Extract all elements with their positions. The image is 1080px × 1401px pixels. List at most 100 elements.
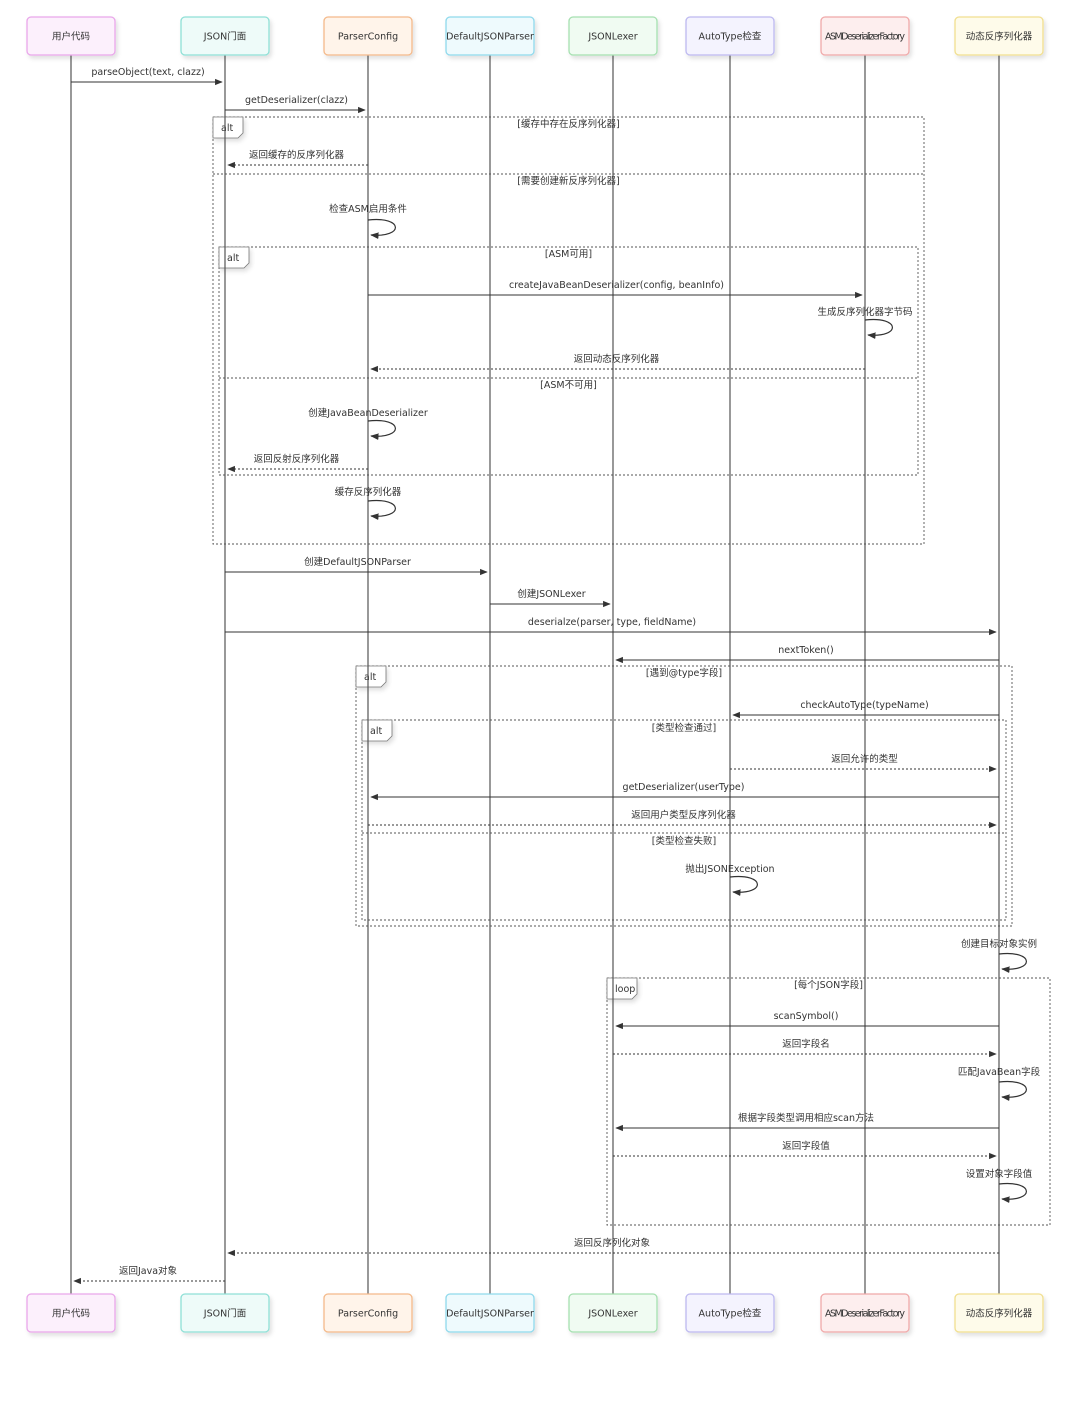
call-message: createJavaBeanDeserializer(config, beanI… xyxy=(368,280,863,299)
message-label: 返回反序列化对象 xyxy=(574,1237,651,1249)
message-label: 创建目标对象实例 xyxy=(961,938,1037,950)
message-label: 返回字段名 xyxy=(782,1038,830,1050)
call-message: 创建JSONLexer xyxy=(490,588,611,608)
frame-condition-label: [遇到@type字段] xyxy=(646,667,722,679)
participant-box-bottom[interactable]: JSON门面 xyxy=(180,1293,270,1333)
frame-tab xyxy=(355,665,387,688)
participant-name: JSON门面 xyxy=(203,1308,246,1320)
participant-box-bottom[interactable]: AutoType检查 xyxy=(685,1293,775,1333)
message-label: 创建JSONLexer xyxy=(517,588,585,600)
call-message: deserialze(parser, type, fieldName) xyxy=(225,617,997,636)
call-message: getDeserializer(clazz) xyxy=(225,95,366,114)
return-message: 返回用户类型反序列化器 xyxy=(368,809,997,829)
return-message: 返回反序列化对象 xyxy=(227,1237,999,1257)
self-message: 抛出JSONException xyxy=(685,863,775,897)
self-message: 生成反序列化器字节码 xyxy=(817,306,913,340)
message-label: createJavaBeanDeserializer(config, beanI… xyxy=(509,280,724,291)
message-label: 缓存反序列化器 xyxy=(335,486,402,498)
alt-frame: alt [缓存中存在反序列化器] [需要创建新反序列化器] xyxy=(212,116,925,545)
return-message: 返回反射反序列化器 xyxy=(227,453,368,473)
frame-condition-label: [缓存中存在反序列化器] xyxy=(517,118,619,130)
frame-kind-label: alt xyxy=(221,123,233,134)
self-message: 设置对象字段值 xyxy=(966,1168,1033,1204)
message-label: 返回动态反序列化器 xyxy=(574,353,660,365)
frame-kind-label: loop xyxy=(615,984,635,995)
return-message: 返回Java对象 xyxy=(73,1265,225,1285)
message-label: 返回字段值 xyxy=(782,1140,830,1152)
participant-box-bottom[interactable]: ASMDeserializerFactory xyxy=(820,1293,910,1333)
return-message: 返回字段值 xyxy=(613,1140,997,1160)
message-label: getDeserializer(userType) xyxy=(623,782,745,793)
message-label: 返回Java对象 xyxy=(119,1265,178,1277)
message-label: 根据字段类型调用相应scan方法 xyxy=(738,1112,874,1124)
participant-name: ASMDeserializerFactory xyxy=(825,1309,905,1320)
participant-box-top[interactable]: ASMDeserializerFactory xyxy=(820,16,910,56)
participant-name: DefaultJSONParser xyxy=(446,32,534,43)
participant-name: 用户代码 xyxy=(52,31,90,43)
frame-tab xyxy=(606,977,638,1000)
message-label: 创建JavaBeanDeserializer xyxy=(308,407,428,419)
participant-name: ParserConfig xyxy=(338,1309,398,1320)
participant-box-bottom[interactable]: DefaultJSONParser xyxy=(445,1293,535,1333)
message-label: scanSymbol() xyxy=(774,1011,839,1022)
frame-condition-label: [ASM不可用] xyxy=(540,380,597,391)
participant-box-top[interactable]: AutoType检查 xyxy=(685,16,775,56)
call-message: nextToken() xyxy=(615,645,999,664)
participant-name: ParserConfig xyxy=(338,32,398,43)
frame-kind-label: alt xyxy=(227,253,239,264)
frame-kind-label: alt xyxy=(370,726,382,737)
return-message: 返回字段名 xyxy=(613,1038,997,1058)
call-message: 创建DefaultJSONParser xyxy=(225,556,488,576)
return-message: 返回缓存的反序列化器 xyxy=(227,149,368,169)
participant-name: JSON门面 xyxy=(203,31,246,43)
self-message: 缓存反序列化器 xyxy=(335,486,402,521)
call-message: checkAutoType(typeName) xyxy=(732,700,999,719)
participant-box-bottom[interactable]: 动态反序列化器 xyxy=(954,1293,1044,1333)
participant-box-bottom[interactable]: ParserConfig xyxy=(323,1293,413,1333)
frame-tab xyxy=(212,116,244,139)
participant-box-top[interactable]: JSON门面 xyxy=(180,16,270,56)
participant-name: AutoType检查 xyxy=(699,1308,762,1320)
return-message: 返回动态反序列化器 xyxy=(370,353,865,373)
frame-kind-label: alt xyxy=(364,672,376,683)
participant-box-bottom[interactable]: JSONLexer xyxy=(568,1293,658,1333)
participant-name: 动态反序列化器 xyxy=(966,31,1033,43)
message-label: 返回缓存的反序列化器 xyxy=(249,149,345,161)
message-label: getDeserializer(clazz) xyxy=(245,95,348,106)
frame-condition-label: [需要创建新反序列化器] xyxy=(517,175,619,187)
participant-box-top[interactable]: DefaultJSONParser xyxy=(445,16,535,56)
self-message: 创建目标对象实例 xyxy=(961,938,1037,974)
message-label: 抛出JSONException xyxy=(685,863,774,875)
message-label: 返回允许的类型 xyxy=(831,753,898,765)
participant-name: AutoType检查 xyxy=(699,31,762,43)
self-message: 检查ASM启用条件 xyxy=(329,203,407,240)
message-label: parseObject(text, clazz) xyxy=(91,67,204,78)
self-message: 创建JavaBeanDeserializer xyxy=(308,407,428,441)
message-label: 返回反射反序列化器 xyxy=(254,453,340,465)
message-label: 检查ASM启用条件 xyxy=(329,203,407,215)
alt-frame: alt [类型检查通过] [类型检查失败] xyxy=(361,719,1007,921)
frame-condition-label: [ASM可用] xyxy=(545,249,592,260)
frame-tab xyxy=(361,719,393,742)
participant-box-top[interactable]: JSONLexer xyxy=(568,16,658,56)
loop-frame: loop [每个JSON字段] xyxy=(606,977,1051,1226)
call-message: scanSymbol() xyxy=(615,1011,999,1030)
participant-box-bottom[interactable]: 用户代码 xyxy=(26,1293,116,1333)
participant-box-top[interactable]: 用户代码 xyxy=(26,16,116,56)
frame-condition-label: [每个JSON字段] xyxy=(794,979,863,991)
participant-box-top[interactable]: ParserConfig xyxy=(323,16,413,56)
participant-name: DefaultJSONParser xyxy=(446,1309,534,1320)
message-label: 匹配JavaBean字段 xyxy=(958,1066,1041,1078)
call-message: parseObject(text, clazz) xyxy=(71,67,223,86)
alt-frame: alt [ASM可用] [ASM不可用] xyxy=(218,246,919,476)
participant-name: JSONLexer xyxy=(587,1309,637,1320)
return-message: 返回允许的类型 xyxy=(730,753,997,773)
frame-condition-label: [类型检查通过] xyxy=(652,722,716,734)
participant-name: ASMDeserializerFactory xyxy=(825,32,905,43)
message-label: 设置对象字段值 xyxy=(966,1168,1033,1180)
frame-tab xyxy=(218,246,250,269)
participant-name: JSONLexer xyxy=(587,32,637,43)
call-message: 根据字段类型调用相应scan方法 xyxy=(615,1112,999,1132)
participant-box-top[interactable]: 动态反序列化器 xyxy=(954,16,1044,56)
